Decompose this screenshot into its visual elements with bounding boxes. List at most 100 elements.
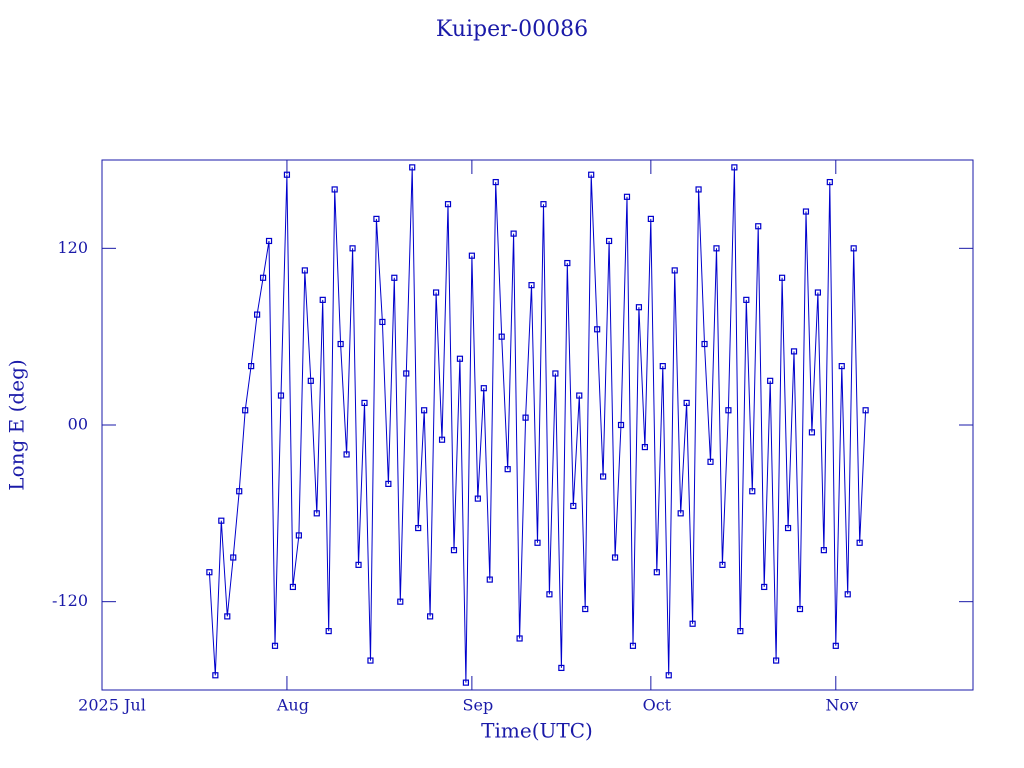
data-point — [242, 407, 249, 414]
data-point — [367, 657, 374, 664]
data-point — [564, 259, 571, 267]
data-point — [313, 510, 320, 517]
chart-title: Kuiper-00086 — [436, 17, 588, 42]
data-point — [617, 421, 625, 429]
data-point — [594, 326, 601, 333]
data-point — [319, 296, 326, 303]
data-point — [862, 407, 869, 414]
data-point — [516, 635, 523, 642]
x-tick-label: Oct — [643, 696, 672, 715]
data-point — [295, 532, 302, 539]
x-tick-label: Sep — [463, 696, 494, 715]
data-point — [814, 289, 821, 296]
data-point — [289, 583, 297, 591]
data-point — [259, 274, 267, 281]
data-point — [373, 215, 380, 222]
data-point — [755, 223, 762, 230]
data-point — [832, 642, 839, 649]
data-point — [468, 252, 475, 259]
data-point — [325, 628, 332, 635]
x-axis-label: Time(UTC) — [481, 719, 593, 743]
data-point — [737, 628, 744, 635]
data-point — [450, 547, 458, 554]
data-point — [659, 363, 666, 370]
data-point — [695, 186, 702, 193]
y-tick-label: 120 — [57, 238, 88, 257]
data-point — [844, 591, 851, 598]
data-point — [265, 237, 273, 245]
data-point — [588, 171, 595, 178]
data-point — [456, 355, 464, 362]
data-point — [635, 304, 643, 311]
data-point — [236, 488, 243, 495]
data-point — [761, 583, 768, 591]
data-point — [808, 429, 816, 436]
data-point — [701, 340, 708, 348]
data-point — [749, 488, 756, 495]
x-tick-label: 2025 Jul — [78, 696, 146, 715]
data-point — [397, 598, 404, 605]
data-point — [850, 245, 857, 252]
data-point — [415, 524, 422, 532]
data-point — [677, 510, 684, 517]
data-point — [474, 495, 481, 502]
data-point — [725, 407, 732, 414]
data-point — [629, 642, 637, 649]
data-point — [444, 201, 452, 208]
data-point — [731, 164, 738, 171]
y-axis-label: Long E (deg) — [5, 359, 29, 490]
data-point — [528, 282, 535, 289]
data-point — [498, 333, 505, 340]
data-point — [337, 340, 344, 348]
data-point — [510, 230, 517, 237]
data-point — [767, 377, 774, 384]
data-point — [271, 642, 279, 649]
data-point — [283, 171, 291, 178]
data-point — [802, 208, 810, 215]
data-point — [784, 524, 792, 532]
data-point — [409, 164, 416, 171]
data-point — [719, 561, 726, 568]
data-point — [301, 267, 308, 274]
plot-frame — [101, 159, 974, 691]
data-point — [838, 363, 845, 370]
x-tick-label: Nov — [825, 696, 858, 715]
data-point — [277, 392, 285, 399]
data-point — [504, 466, 511, 473]
data-point — [689, 620, 696, 627]
data-line — [208, 167, 867, 683]
data-point — [647, 215, 654, 222]
data-point — [796, 605, 804, 613]
data-point — [480, 385, 487, 392]
data-point — [546, 591, 553, 598]
data-point — [427, 613, 434, 620]
data-point — [570, 502, 577, 510]
data-point — [343, 451, 350, 458]
data-point — [307, 377, 314, 384]
data-point — [653, 569, 660, 576]
data-point — [438, 436, 446, 443]
data-point — [540, 201, 547, 208]
data-point — [385, 480, 392, 487]
data-point — [558, 664, 565, 672]
data-point — [403, 370, 410, 377]
data-point — [212, 672, 219, 679]
data-point — [611, 554, 619, 561]
data-point — [790, 348, 798, 355]
data-point — [576, 392, 583, 399]
data-point — [361, 399, 368, 407]
data-point — [379, 318, 386, 326]
data-point — [773, 657, 780, 664]
data-point — [600, 473, 607, 480]
data-point — [856, 539, 863, 546]
data-point — [254, 311, 261, 318]
data-point — [331, 186, 338, 193]
data-point — [665, 672, 672, 679]
data-point — [683, 399, 690, 407]
data-point — [230, 554, 237, 561]
y-tick-label: -120 — [52, 591, 88, 610]
data-point — [820, 547, 827, 554]
data-point — [743, 296, 750, 303]
y-tick-label: 00 — [68, 415, 88, 434]
